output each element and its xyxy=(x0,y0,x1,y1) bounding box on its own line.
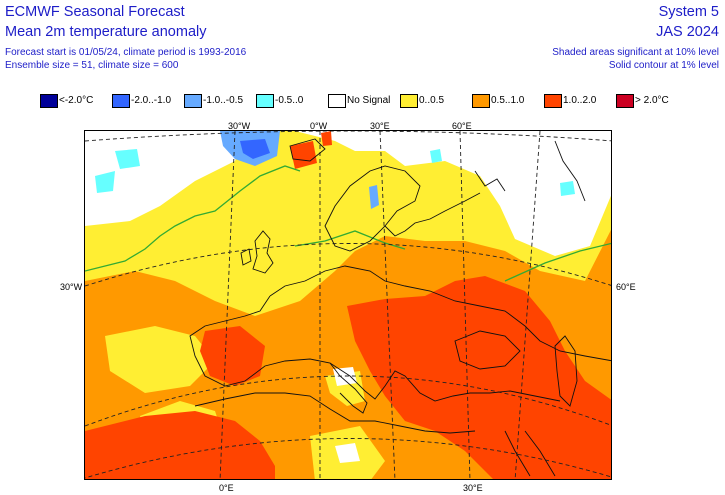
legend-swatch xyxy=(184,94,202,108)
left-axis-label: 30°W xyxy=(60,282,83,292)
legend-label: 0..0.5 xyxy=(419,95,445,106)
significance-note: Shaded areas significant at 10% level xyxy=(552,47,719,58)
shade-cyan-patch-2 xyxy=(95,171,115,193)
bottom-axis-label: 0°E xyxy=(219,483,234,493)
legend-label: 0.5..1.0 xyxy=(491,95,525,106)
graticule xyxy=(85,131,611,479)
title: ECMWF Seasonal Forecast xyxy=(5,4,185,20)
right-axis-label: 60°E xyxy=(616,282,636,292)
ensemble-size-text: Ensemble size = 51, climate size = 600 xyxy=(5,60,179,71)
system-label: System 5 xyxy=(658,4,719,20)
coastlines xyxy=(189,138,611,477)
top-axis-label: 30°E xyxy=(370,121,390,131)
legend-label: > 2.0°C xyxy=(635,95,669,106)
shade-nosignal-sicily xyxy=(333,367,357,386)
top-axis-label: 30°W xyxy=(228,121,251,131)
forecast-start-text: Forecast start is 01/05/24, climate peri… xyxy=(5,47,247,58)
shade-lightblue-scandinavia xyxy=(369,185,379,209)
shade-cyan-patch-1 xyxy=(115,149,140,169)
legend-swatch xyxy=(328,94,346,108)
legend-swatch xyxy=(544,94,562,108)
subtitle: Mean 2m temperature anomaly xyxy=(5,24,207,40)
legend-label: -0.5..0 xyxy=(275,95,304,106)
shade-nosignal-arctic xyxy=(295,131,611,256)
legend-label: 1.0..2.0 xyxy=(563,95,597,106)
top-axis-label: 60°E xyxy=(452,121,472,131)
shade-red-iberia xyxy=(200,326,265,386)
shade-yellow-atlantic xyxy=(105,326,215,393)
contour-note: Solid contour at 1% level xyxy=(608,60,719,71)
legend-label: -1.0..-0.5 xyxy=(203,95,244,106)
bottom-axis-label: 30°E xyxy=(463,483,483,493)
shade-nosignal-small xyxy=(335,443,360,463)
legend: <-2.0°C -2.0..-1.0 -1.0..-0.5 -0.5..0 No… xyxy=(40,94,720,108)
shade-red-iceland-small xyxy=(321,131,332,146)
legend-label: -2.0..-1.0 xyxy=(131,95,172,106)
legend-label: No Signal xyxy=(347,95,391,106)
map-canvas xyxy=(85,131,611,479)
shade-blue-greenland xyxy=(240,139,270,159)
legend-label: <-2.0°C xyxy=(59,95,94,106)
shade-red-iceland xyxy=(290,141,317,169)
shade-red-eastern-europe xyxy=(347,276,611,479)
shade-cyan-patch-4 xyxy=(560,181,575,196)
legend-swatch xyxy=(40,94,58,108)
legend-swatch xyxy=(616,94,634,108)
top-axis-label: 0°W xyxy=(310,121,328,131)
period-label: JAS 2024 xyxy=(656,24,719,40)
legend-swatch xyxy=(472,94,490,108)
shade-red-north-africa xyxy=(85,411,275,479)
shade-cyan-patch-3 xyxy=(430,149,442,163)
legend-swatch xyxy=(400,94,418,108)
legend-swatch xyxy=(112,94,130,108)
legend-swatch xyxy=(256,94,274,108)
anomaly-map xyxy=(84,130,612,480)
